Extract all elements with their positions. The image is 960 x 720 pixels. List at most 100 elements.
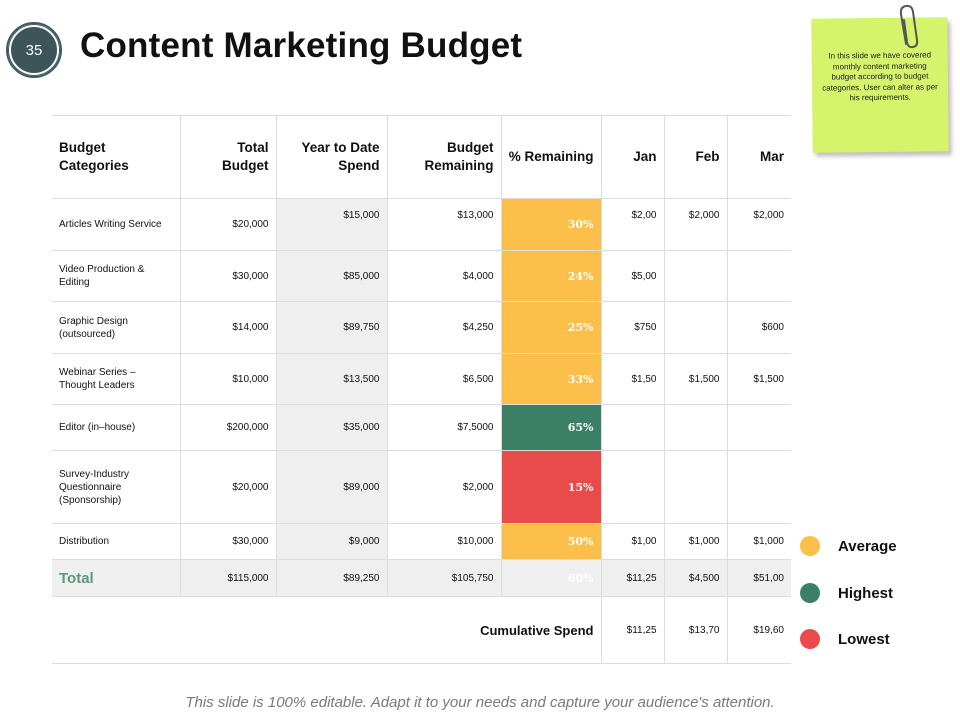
jan-cell: $750 xyxy=(601,301,665,354)
header-budget-remaining: Budget Remaining xyxy=(387,115,502,199)
jan-cell xyxy=(601,404,665,451)
category-cell: Graphic Design (outsourced) xyxy=(52,301,181,354)
feb-cell xyxy=(664,404,728,451)
mar-cell: $600 xyxy=(727,301,791,354)
jan-cell xyxy=(601,450,665,524)
mar-cell: $1,500 xyxy=(727,353,791,405)
total-cell: $10,000 xyxy=(180,353,277,405)
header-feb: Feb xyxy=(664,115,728,199)
mar-cell xyxy=(727,450,791,524)
total-row: Total $115,000 $89,250 $105,750 60% $11,… xyxy=(52,559,791,597)
ytd-cell: $89,000 xyxy=(276,450,388,524)
jan-cell: $11,25 xyxy=(601,596,665,664)
feb-cell: $1,500 xyxy=(664,353,728,405)
sticky-note: In this slide we have covered monthly co… xyxy=(811,17,949,153)
pct-remaining-cell: 15% xyxy=(501,450,602,524)
mar-cell xyxy=(727,404,791,451)
table-row: Video Production & Editing $30,000 $85,0… xyxy=(52,250,791,302)
jan-cell: $2,00 xyxy=(601,198,665,251)
feb-cell: $13,70 xyxy=(664,596,728,664)
ytd-cell: $85,000 xyxy=(276,250,388,302)
paperclip-icon xyxy=(899,4,919,49)
table-row: Graphic Design (outsourced) $14,000 $89,… xyxy=(52,301,791,354)
mar-cell: $2,000 xyxy=(727,198,791,251)
remaining-cell: $6,500 xyxy=(387,353,502,405)
budget-table: Budget Categories Total Budget Year to D… xyxy=(52,115,791,664)
mar-cell: $1,000 xyxy=(727,523,791,560)
header-ytd-spend: Year to Date Spend xyxy=(276,115,388,199)
remaining-cell: $10,000 xyxy=(387,523,502,560)
pct-remaining-cell: 33% xyxy=(501,353,602,405)
pct-remaining-cell: 65% xyxy=(501,404,602,451)
legend-label: Highest xyxy=(838,584,894,602)
ytd-cell: $15,000 xyxy=(276,198,388,251)
header-mar: Mar xyxy=(727,115,791,199)
category-cell: Articles Writing Service xyxy=(52,198,181,251)
table-row: Editor (in–house) $200,000 $35,000 $7,50… xyxy=(52,404,791,451)
table-row: Webinar Series – Thought Leaders $10,000… xyxy=(52,353,791,405)
feb-cell: $4,500 xyxy=(664,559,728,597)
remaining-cell: $4,250 xyxy=(387,301,502,354)
pct-remaining-cell: 30% xyxy=(501,198,602,251)
remaining-cell: $7,5000 xyxy=(387,404,502,451)
legend-item-lowest: Lowest xyxy=(800,629,890,649)
slide-number: 35 xyxy=(9,25,59,75)
ytd-cell: $13,500 xyxy=(276,353,388,405)
total-cell: $20,000 xyxy=(180,450,277,524)
feb-cell: $2,000 xyxy=(664,198,728,251)
jan-cell: $11,25 xyxy=(601,559,665,597)
remaining-cell: $13,000 xyxy=(387,198,502,251)
cumulative-spacer xyxy=(52,596,387,664)
table-row: Articles Writing Service $20,000 $15,000… xyxy=(52,198,791,251)
mar-cell: $51,00 xyxy=(727,559,791,597)
table-row: Survey-Industry Questionnaire (Sponsorsh… xyxy=(52,450,791,524)
feb-cell xyxy=(664,301,728,354)
ytd-cell: $89,250 xyxy=(276,559,388,597)
header-budget-categories: Budget Categories xyxy=(52,115,181,199)
pct-remaining-cell: 60% xyxy=(501,559,602,597)
feb-cell xyxy=(664,250,728,302)
table-row: Distribution $30,000 $9,000 $10,000 50% … xyxy=(52,523,791,560)
average-dot-icon xyxy=(800,536,820,556)
jan-cell: $1,00 xyxy=(601,523,665,560)
cumulative-row: Cumulative Spend $11,25 $13,70 $19,60 xyxy=(52,596,791,664)
footer-caption: This slide is 100% editable. Adapt it to… xyxy=(185,694,775,711)
category-cell: Video Production & Editing xyxy=(52,250,181,302)
legend-item-highest: Highest xyxy=(800,583,893,603)
pct-remaining-cell: 50% xyxy=(501,523,602,560)
feb-cell xyxy=(664,450,728,524)
lowest-dot-icon xyxy=(800,629,820,649)
total-cell: $14,000 xyxy=(180,301,277,354)
feb-cell: $1,000 xyxy=(664,523,728,560)
jan-cell: $1,50 xyxy=(601,353,665,405)
legend-label: Lowest xyxy=(838,630,890,648)
slide-number-badge: 35 xyxy=(6,22,62,78)
sticky-note-text: In this slide we have covered monthly co… xyxy=(822,50,938,103)
cumulative-label: Cumulative Spend xyxy=(387,596,602,664)
pct-remaining-cell: 24% xyxy=(501,250,602,302)
highest-dot-icon xyxy=(800,583,820,603)
total-cell: $30,000 xyxy=(180,523,277,560)
header-jan: Jan xyxy=(601,115,665,199)
mar-cell: $19,60 xyxy=(727,596,791,664)
mar-cell xyxy=(727,250,791,302)
remaining-cell: $105,750 xyxy=(387,559,502,597)
header-pct-remaining: % Remaining xyxy=(501,115,602,199)
total-cell: $30,000 xyxy=(180,250,277,302)
page-title: Content Marketing Budget xyxy=(80,26,523,65)
header-total-budget: Total Budget xyxy=(180,115,277,199)
total-cell: $200,000 xyxy=(180,404,277,451)
category-cell: Editor (in–house) xyxy=(52,404,181,451)
table-header-row: Budget Categories Total Budget Year to D… xyxy=(52,115,791,199)
remaining-cell: $4,000 xyxy=(387,250,502,302)
category-cell: Distribution xyxy=(52,523,181,560)
legend-item-average: Average xyxy=(800,536,897,556)
pct-remaining-cell: 25% xyxy=(501,301,602,354)
total-cell: $20,000 xyxy=(180,198,277,251)
ytd-cell: $35,000 xyxy=(276,404,388,451)
jan-cell: $5,00 xyxy=(601,250,665,302)
ytd-cell: $89,750 xyxy=(276,301,388,354)
category-cell: Survey-Industry Questionnaire (Sponsorsh… xyxy=(52,450,181,524)
remaining-cell: $2,000 xyxy=(387,450,502,524)
total-cell: $115,000 xyxy=(180,559,277,597)
